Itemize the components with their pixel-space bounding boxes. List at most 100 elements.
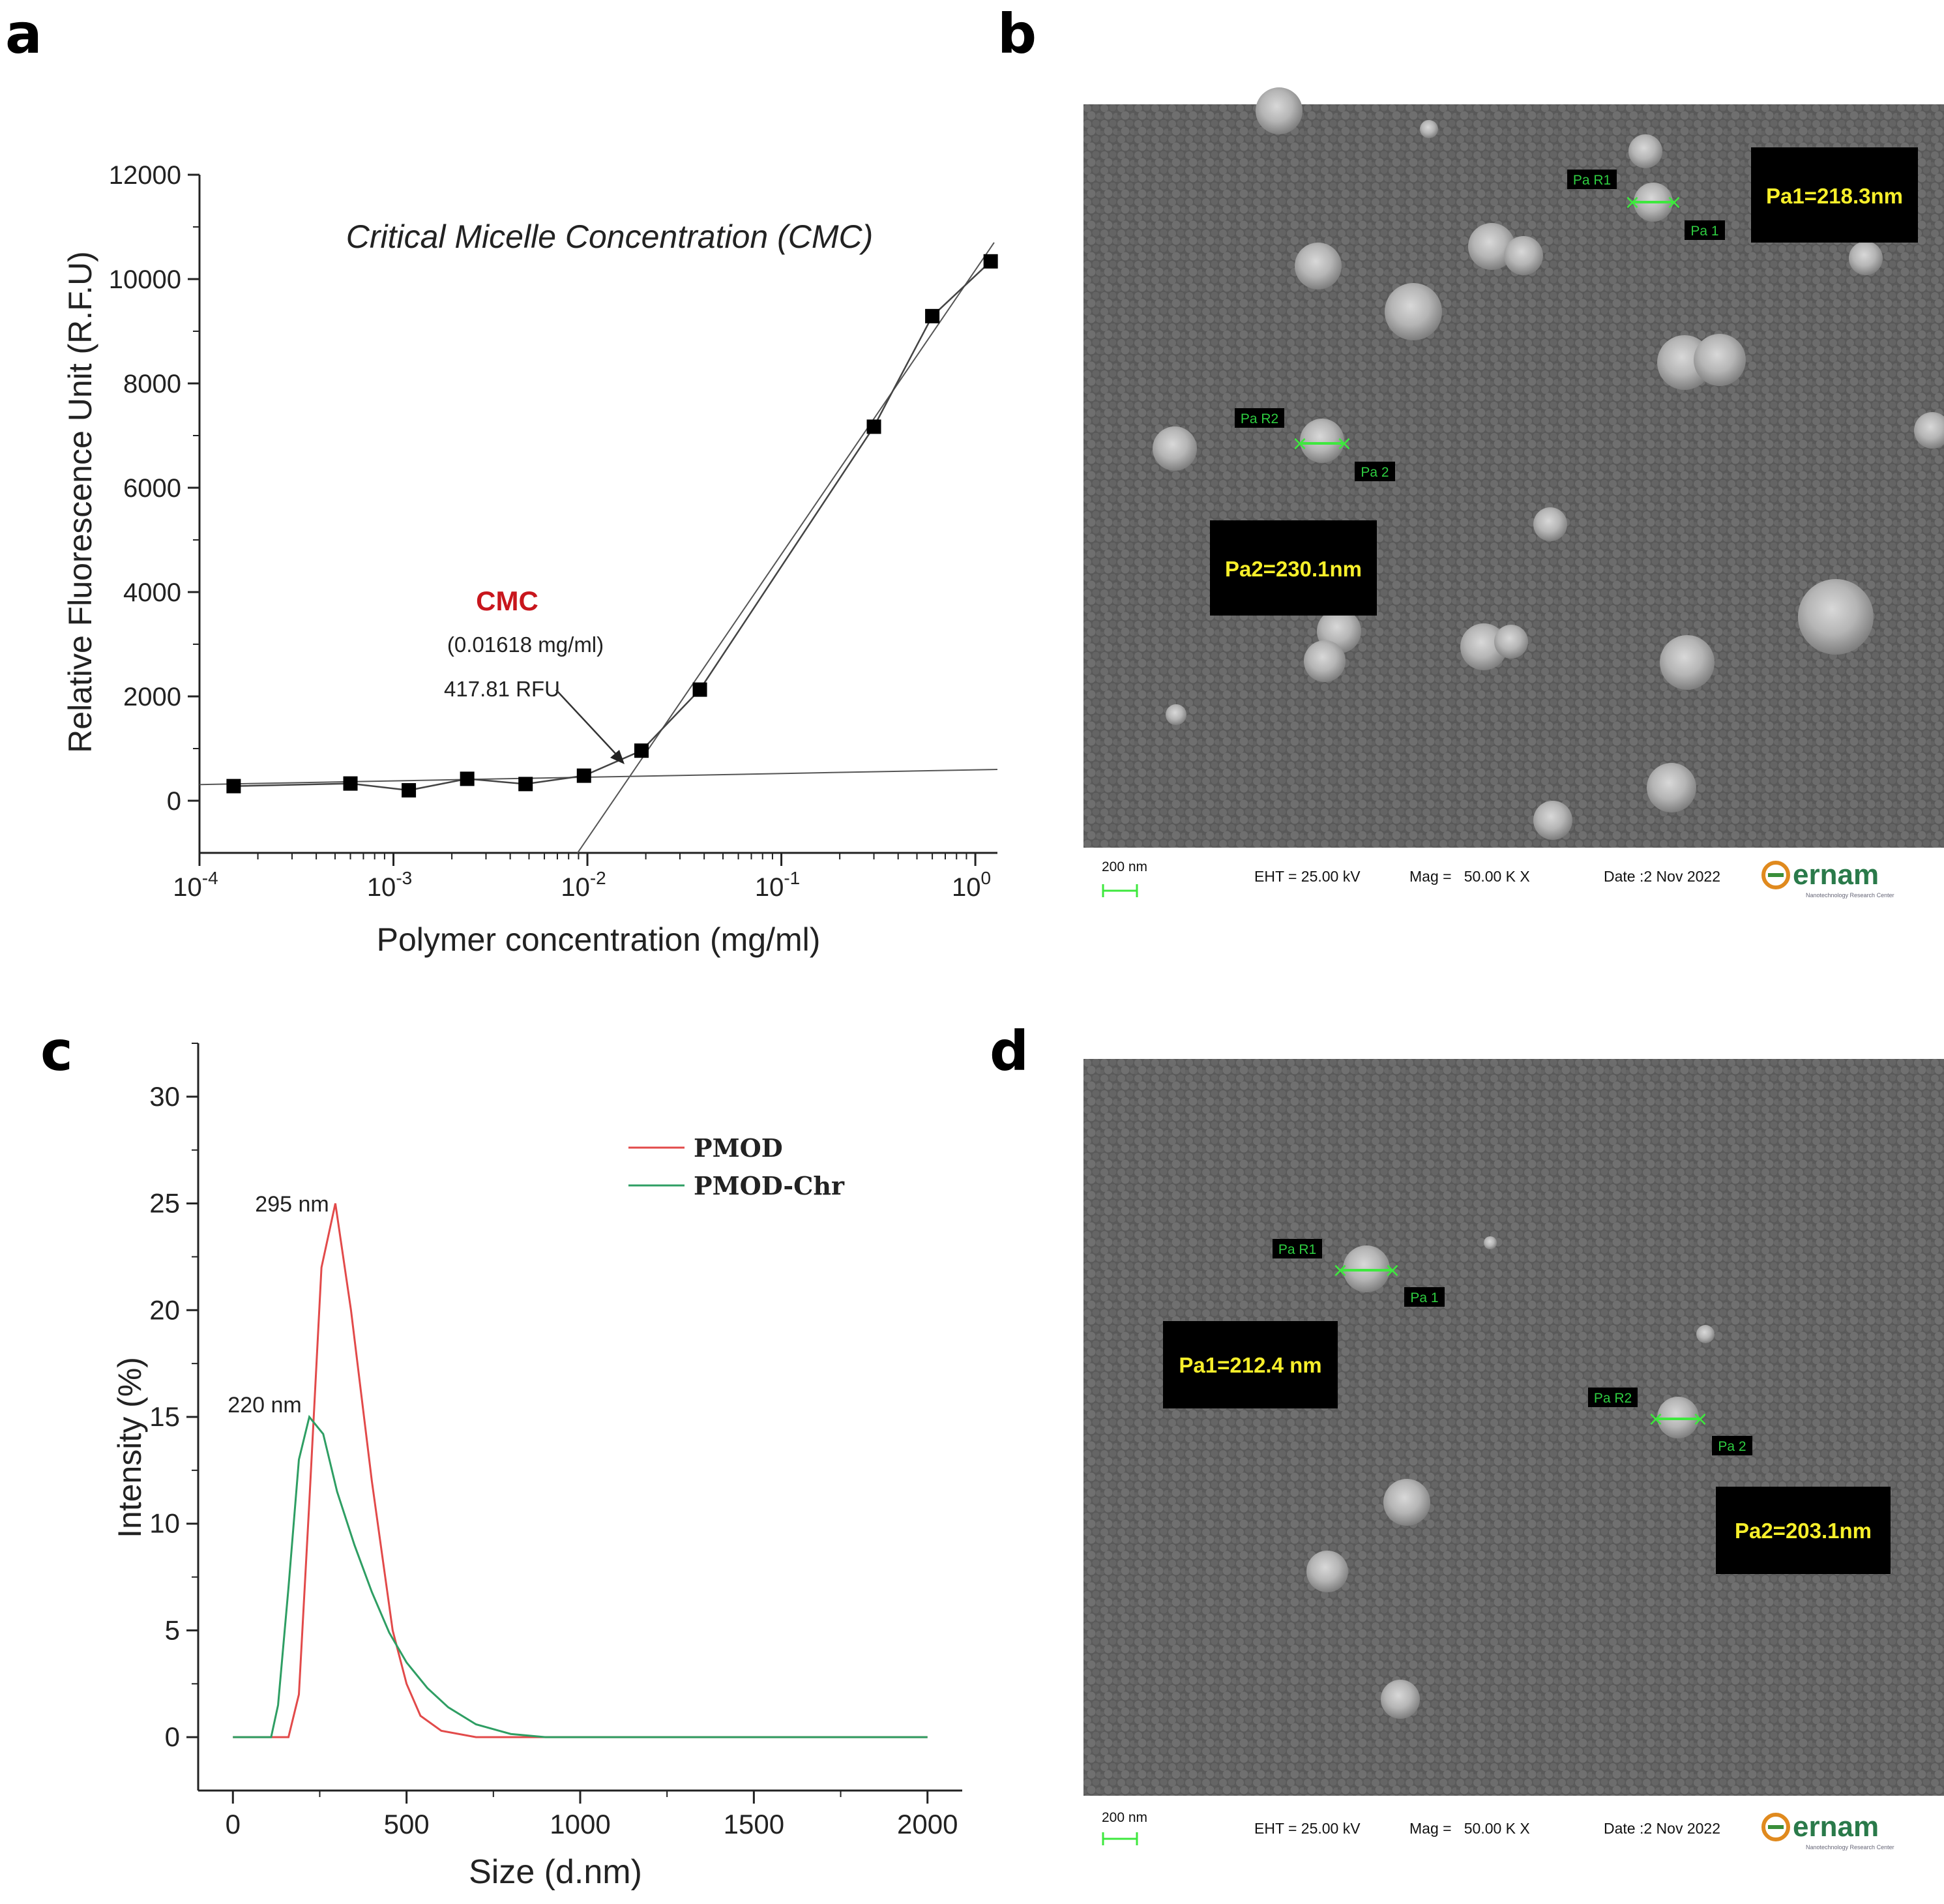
ernam-logo-b: ernam Nanotechnology Research Center <box>1761 859 1894 899</box>
dls-y-tick-label: 25 <box>149 1188 180 1219</box>
dls-y-tick-label: 0 <box>165 1721 180 1752</box>
dls-chart: 0 5 10 15 20 25 30 0 500 1000 1500 2000 Intensity (… <box>111 1043 962 1891</box>
measurement-1-label: Pa1=218.3nm <box>1766 184 1903 208</box>
measurement-1: × × Pa R1 Pa 1 Pa1=218.3nm <box>1567 147 1918 243</box>
dls-y-tick-label: 20 <box>149 1294 180 1325</box>
dls-series-line-pmod <box>233 1203 928 1738</box>
dls-y-tick-label: 15 <box>149 1401 180 1432</box>
cmc-rfu-label: 417.81 RFU <box>444 677 560 701</box>
eht-label-d: EHT = 25.00 kV <box>1254 1820 1361 1837</box>
svg-text:×: × <box>1666 191 1682 214</box>
dls-y-tick-label: 10 <box>149 1508 180 1539</box>
cmc-x-tick-label: 10-3 <box>367 868 412 902</box>
svg-text:×: × <box>1647 1408 1664 1431</box>
cmc-fit-line-rising <box>577 242 995 854</box>
svg-text:ernam: ernam <box>1793 859 1879 891</box>
cmc-y-tick-label: 0 <box>167 787 181 816</box>
measurement-2-label: Pa2=203.1nm <box>1735 1519 1872 1543</box>
cmc-arrow <box>555 689 625 764</box>
cmc-chart-title: Critical Micelle Concentration (CMC) <box>346 218 874 255</box>
cmc-data-points <box>226 254 998 797</box>
svg-text:×: × <box>1336 432 1352 455</box>
cmc-data-point <box>692 682 707 697</box>
cmc-x-tick-label: 100 <box>952 868 991 902</box>
dls-axes: 0 5 10 15 20 25 30 0 500 1000 1500 2000 <box>149 1043 962 1839</box>
svg-text:×: × <box>1291 432 1308 455</box>
dls-peak2-label: 220 nm <box>228 1393 301 1418</box>
cmc-y-tick-label: 12000 <box>109 161 181 190</box>
cmc-data-point <box>460 771 475 786</box>
dls-peak1-label: 295 nm <box>255 1192 329 1217</box>
measurement-2-label: Pa2=230.1nm <box>1225 557 1362 581</box>
scale-bar-label-b: 200 nm <box>1102 859 1147 874</box>
cmc-xlabel: Polymer concentration (mg/ml) <box>377 921 821 958</box>
measurement-2: × × Pa R2 Pa 2 Pa2=230.1nm <box>1210 408 1395 616</box>
measurement-2-start-tag: Pa R2 <box>1594 1391 1632 1406</box>
date-label-b: Date :2 Nov 2022 <box>1604 868 1720 885</box>
dls-x-tick-label: 2000 <box>897 1809 958 1839</box>
cmc-x-tick-label: 10-1 <box>755 868 800 902</box>
cmc-data-line <box>233 260 992 792</box>
sem-particles <box>1153 87 1944 840</box>
cmc-data-point <box>866 419 881 434</box>
legend-label-pmod: PMOD <box>694 1133 783 1163</box>
ernam-logo-d: ernam Nanotechnology Research Center <box>1761 1811 1894 1851</box>
sem-background <box>1083 1059 1944 1796</box>
cmc-value-label: (0.01618 mg/ml) <box>447 632 604 657</box>
measurement-1-start-tag: Pa R1 <box>1573 173 1611 188</box>
svg-text:×: × <box>1624 191 1640 214</box>
dls-ylabel: Intensity (%) <box>111 1357 148 1538</box>
cmc-label: CMC <box>476 586 538 616</box>
cmc-data-point <box>983 254 998 269</box>
cmc-y-tick-label: 10000 <box>109 265 181 294</box>
cmc-x-tick-label: 10-2 <box>561 868 606 902</box>
panel-label-d: d <box>990 1019 1029 1083</box>
cmc-data-point <box>925 308 940 323</box>
sem-footer-b: 200 nm EHT = 25.00 kV Mag = 50.00 K X Da… <box>1083 848 1944 926</box>
measurement-1-start-tag: Pa R1 <box>1278 1242 1316 1257</box>
svg-text:×: × <box>1332 1259 1348 1282</box>
cmc-ylabel: Relative Fluorescence Unit (R.F.U) <box>62 251 98 753</box>
eht-label-b: EHT = 25.00 kV <box>1254 868 1361 885</box>
measurement-2-end-tag: Pa 2 <box>1361 465 1389 480</box>
svg-text:Nanotechnology Research Center: Nanotechnology Research Center <box>1806 1844 1894 1851</box>
cmc-data-point <box>343 776 358 791</box>
sem-image-d: × × Pa R1 Pa 1 Pa1=212.4 nm × × Pa R2 Pa… <box>1083 1059 1944 1867</box>
cmc-data-point <box>402 783 417 797</box>
cmc-y-tick-label: 2000 <box>123 683 181 711</box>
svg-text:Nanotechnology Research Center: Nanotechnology Research Center <box>1806 892 1894 899</box>
panel-label-c: c <box>40 1019 73 1083</box>
cmc-axes: 0 2000 4000 6000 8000 10000 12000 10-4 10-3 10-2 1… <box>109 161 997 902</box>
cmc-y-tick-label: 8000 <box>123 370 181 398</box>
cmc-fit-line-baseline <box>199 769 998 786</box>
svg-text:ernam: ernam <box>1793 1811 1879 1843</box>
dls-y-tick-label: 30 <box>149 1081 180 1112</box>
mag-label-d: Mag = 50.00 K X <box>1409 1820 1530 1837</box>
measurement-2-end-tag: Pa 2 <box>1718 1439 1746 1454</box>
dls-legend: PMOD PMOD-Chr <box>628 1133 845 1200</box>
measurement-2: × × Pa R2 Pa 2 Pa2=203.1nm <box>1588 1388 1891 1574</box>
panel-label-a: a <box>5 2 42 66</box>
sem-image-b: × × Pa R1 Pa 1 Pa1=218.3nm × × Pa R2 Pa … <box>1083 87 1944 926</box>
date-label-d: Date :2 Nov 2022 <box>1604 1820 1720 1837</box>
mag-label-b: Mag = 50.00 K X <box>1409 868 1530 885</box>
dls-x-tick-label: 500 <box>384 1809 430 1839</box>
measurement-1-label: Pa1=212.4 nm <box>1179 1353 1321 1377</box>
cmc-y-tick-label: 4000 <box>123 578 181 607</box>
legend-label-pmod-chr: PMOD-Chr <box>694 1171 845 1200</box>
cmc-chart: 0 2000 4000 6000 8000 10000 12000 10-4 10-3 10-2 1… <box>62 161 998 958</box>
scale-bar-label-d: 200 nm <box>1102 1810 1147 1825</box>
cmc-x-tick-label: 10-4 <box>173 868 218 902</box>
dls-xlabel: Size (d.nm) <box>469 1853 642 1891</box>
cmc-data-point <box>226 779 241 794</box>
measurement-1-end-tag: Pa 1 <box>1410 1290 1438 1305</box>
svg-text:×: × <box>1384 1259 1400 1282</box>
sem-footer-d: 200 nm EHT = 25.00 kV Mag = 50.00 K X Da… <box>1083 1796 1944 1867</box>
cmc-fit-lines <box>199 242 998 854</box>
cmc-data-point <box>518 777 533 792</box>
dls-series-line-pmod-chr <box>233 1414 928 1738</box>
svg-text:×: × <box>1692 1408 1708 1431</box>
dls-x-tick-label: 1000 <box>550 1809 610 1839</box>
cmc-data-point <box>576 768 591 783</box>
dls-x-tick-label: 0 <box>226 1809 241 1839</box>
